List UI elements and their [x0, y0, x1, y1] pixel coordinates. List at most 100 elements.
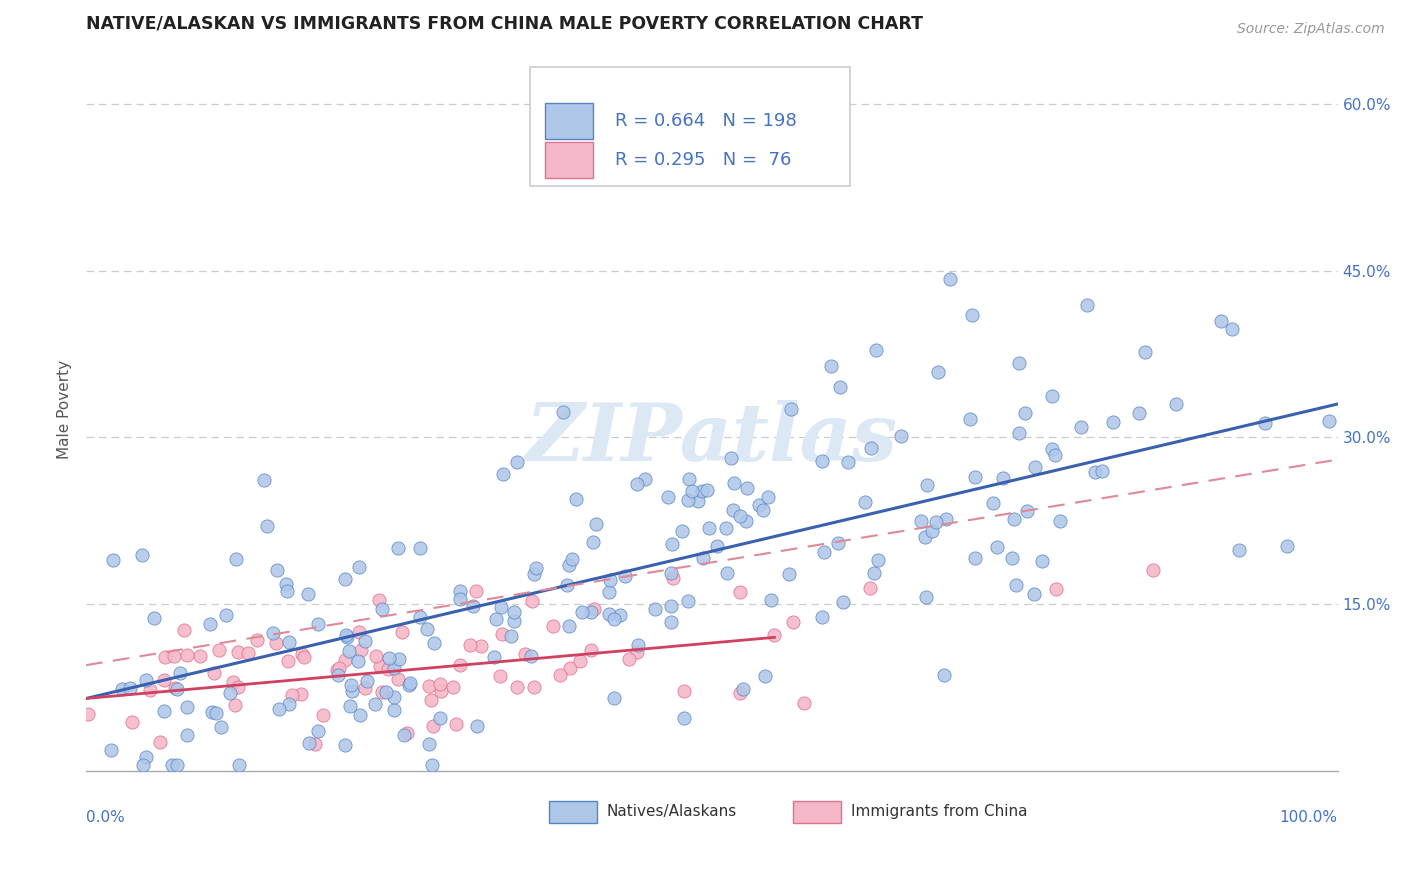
Point — [502, 605, 524, 619]
Point — [1128, 406, 1150, 420]
Text: Immigrants from China: Immigrants from China — [851, 805, 1028, 820]
Point — [339, 698, 361, 713]
Point — [706, 539, 728, 553]
Point — [1049, 514, 1071, 528]
Point — [219, 686, 242, 700]
Text: R = 0.664   N = 198: R = 0.664 N = 198 — [616, 112, 797, 129]
Point — [449, 584, 471, 599]
Point — [921, 524, 943, 538]
Point — [524, 561, 547, 575]
Point — [863, 566, 886, 581]
Point — [609, 608, 631, 623]
Point — [266, 636, 288, 650]
Point — [1015, 504, 1038, 518]
Point — [1084, 465, 1107, 479]
Point — [354, 681, 377, 696]
Point — [202, 666, 225, 681]
Point — [617, 652, 640, 666]
Point — [377, 662, 399, 676]
Point — [579, 643, 602, 657]
Point — [678, 472, 700, 486]
Point — [111, 681, 134, 696]
Point — [101, 553, 124, 567]
Point — [1040, 442, 1063, 456]
Point — [335, 572, 357, 586]
Point — [387, 673, 409, 687]
Point — [810, 610, 832, 624]
Point — [253, 473, 276, 487]
Point — [131, 758, 153, 772]
Point — [1008, 425, 1031, 440]
Point — [482, 649, 505, 664]
Point — [346, 654, 368, 668]
Point — [215, 607, 238, 622]
Point — [382, 690, 405, 704]
Point — [173, 624, 195, 638]
Point — [699, 521, 721, 535]
Point — [221, 675, 243, 690]
Point — [485, 611, 508, 625]
Point — [1040, 389, 1063, 403]
Point — [1001, 550, 1024, 565]
Point — [236, 646, 259, 660]
Point — [464, 584, 486, 599]
Point — [208, 642, 231, 657]
Point — [262, 626, 284, 640]
Point — [762, 628, 785, 642]
Point — [1317, 414, 1340, 428]
Point — [793, 696, 815, 710]
Point — [278, 634, 301, 648]
Point — [489, 669, 512, 683]
Point — [598, 607, 620, 622]
Point — [429, 711, 451, 725]
Point — [449, 591, 471, 606]
Point — [143, 610, 166, 624]
Point — [153, 673, 176, 687]
Point — [149, 734, 172, 748]
Point — [297, 587, 319, 601]
Point — [276, 584, 298, 599]
Point — [690, 483, 713, 498]
Point — [336, 630, 359, 644]
Point — [761, 593, 783, 607]
Point — [865, 343, 887, 358]
Point — [118, 681, 141, 695]
Point — [131, 548, 153, 562]
Point — [859, 441, 882, 455]
Point — [686, 493, 709, 508]
Point — [676, 492, 699, 507]
Point — [408, 610, 430, 624]
Point — [470, 639, 492, 653]
Point — [550, 668, 572, 682]
Point — [395, 725, 418, 739]
Point — [853, 495, 876, 509]
Text: Source: ZipAtlas.com: Source: ZipAtlas.com — [1237, 22, 1385, 37]
Point — [728, 584, 751, 599]
Point — [267, 702, 290, 716]
Point — [965, 470, 987, 484]
Point — [582, 602, 605, 616]
Point — [523, 566, 546, 581]
Point — [1254, 416, 1277, 430]
Point — [778, 567, 800, 582]
Point — [420, 758, 443, 772]
Point — [416, 622, 439, 636]
Point — [582, 534, 605, 549]
Point — [333, 738, 356, 752]
Point — [890, 429, 912, 443]
Point — [986, 540, 1008, 554]
Point — [502, 614, 524, 628]
Point — [292, 650, 315, 665]
Point — [730, 509, 752, 524]
Point — [382, 703, 405, 717]
Point — [465, 719, 488, 733]
Point — [165, 681, 187, 695]
Point — [925, 515, 948, 529]
Point — [422, 718, 444, 732]
Point — [226, 645, 249, 659]
Point — [398, 677, 420, 691]
Point — [153, 704, 176, 718]
Point — [820, 359, 842, 374]
Point — [169, 666, 191, 681]
Point — [307, 724, 329, 739]
